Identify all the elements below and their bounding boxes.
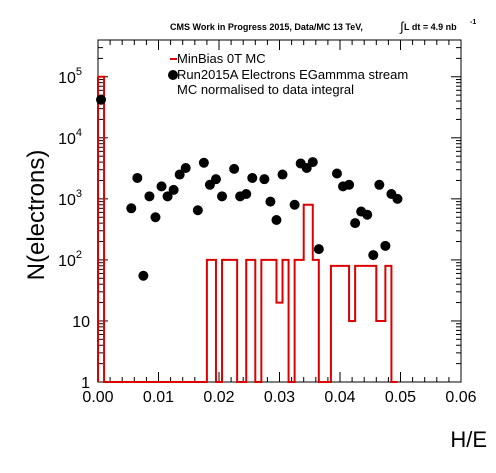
- y-tick-label: 1: [81, 375, 90, 392]
- data-point: [380, 240, 391, 251]
- data-point: [126, 203, 137, 214]
- lumi-text: L dt = 4.9 nb: [404, 22, 457, 32]
- data-point: [307, 157, 318, 168]
- x-axis-label: H/E: [450, 427, 487, 452]
- y-tick-label: 10: [72, 314, 90, 331]
- data-point: [392, 193, 403, 204]
- y-tick-label: 104: [58, 127, 82, 148]
- data-point: [96, 94, 107, 105]
- data-point: [162, 191, 173, 202]
- legend: MinBias 0T MC Run2015A Electrons EGammma…: [168, 51, 408, 97]
- data-markers: [96, 94, 403, 281]
- data-point: [331, 168, 342, 179]
- y-tick-label: 105: [58, 66, 82, 87]
- y-axis-label: N(electrons): [23, 150, 50, 281]
- data-point: [180, 163, 191, 174]
- data-point: [350, 218, 361, 229]
- data-point: [374, 179, 385, 190]
- x-tick-label: 0.03: [264, 389, 295, 406]
- data-point: [277, 169, 288, 180]
- chart-title: CMS Work in Progress 2015, Data/MC 13 Te…: [170, 22, 363, 32]
- data-point: [313, 244, 324, 255]
- x-tick-label: 0.05: [385, 389, 416, 406]
- mc-histogram: [97, 75, 398, 383]
- x-tick-label: 0.06: [445, 389, 476, 406]
- y-tick-label: 103: [58, 188, 82, 209]
- axes: 0.00 0.01 0.02 0.03 0.04 0.05 0.06 1 10 102 103 104…: [58, 39, 477, 406]
- data-point: [156, 181, 167, 192]
- data-point: [217, 191, 228, 202]
- y-tick-label: 102: [58, 249, 82, 270]
- data-point: [344, 179, 355, 190]
- data-point: [271, 215, 282, 226]
- legend-label-note: MC normalised to data integral: [177, 82, 354, 97]
- x-tick-label: 0.01: [143, 389, 174, 406]
- data-point: [229, 163, 240, 174]
- data-point: [174, 169, 185, 180]
- x-tick-label: 0.04: [324, 389, 355, 406]
- data-point: [247, 172, 258, 183]
- data-point: [198, 157, 209, 168]
- data-point: [138, 270, 149, 281]
- legend-label-mc: MinBias 0T MC: [177, 51, 266, 66]
- legend-marker-data: [168, 70, 178, 80]
- legend-label-data: Run2015A Electrons EGammma stream: [177, 67, 408, 82]
- lumi-integral-symbol: ∫: [399, 19, 405, 34]
- x-tick-label: 0.00: [82, 389, 113, 406]
- mc-histogram-line: [98, 75, 398, 383]
- data-point: [265, 196, 276, 207]
- data-point: [241, 189, 252, 200]
- data-point: [132, 172, 143, 183]
- data-point: [362, 209, 373, 220]
- data-point: [259, 174, 270, 185]
- data-point: [144, 191, 155, 202]
- data-point: [289, 199, 300, 210]
- x-tick-label: 0.02: [203, 389, 234, 406]
- data-point: [210, 174, 221, 185]
- data-point: [368, 250, 379, 261]
- data-point: [192, 205, 203, 216]
- data-point: [168, 184, 179, 195]
- data-point: [150, 212, 161, 223]
- lumi-exponent: -1: [470, 19, 476, 26]
